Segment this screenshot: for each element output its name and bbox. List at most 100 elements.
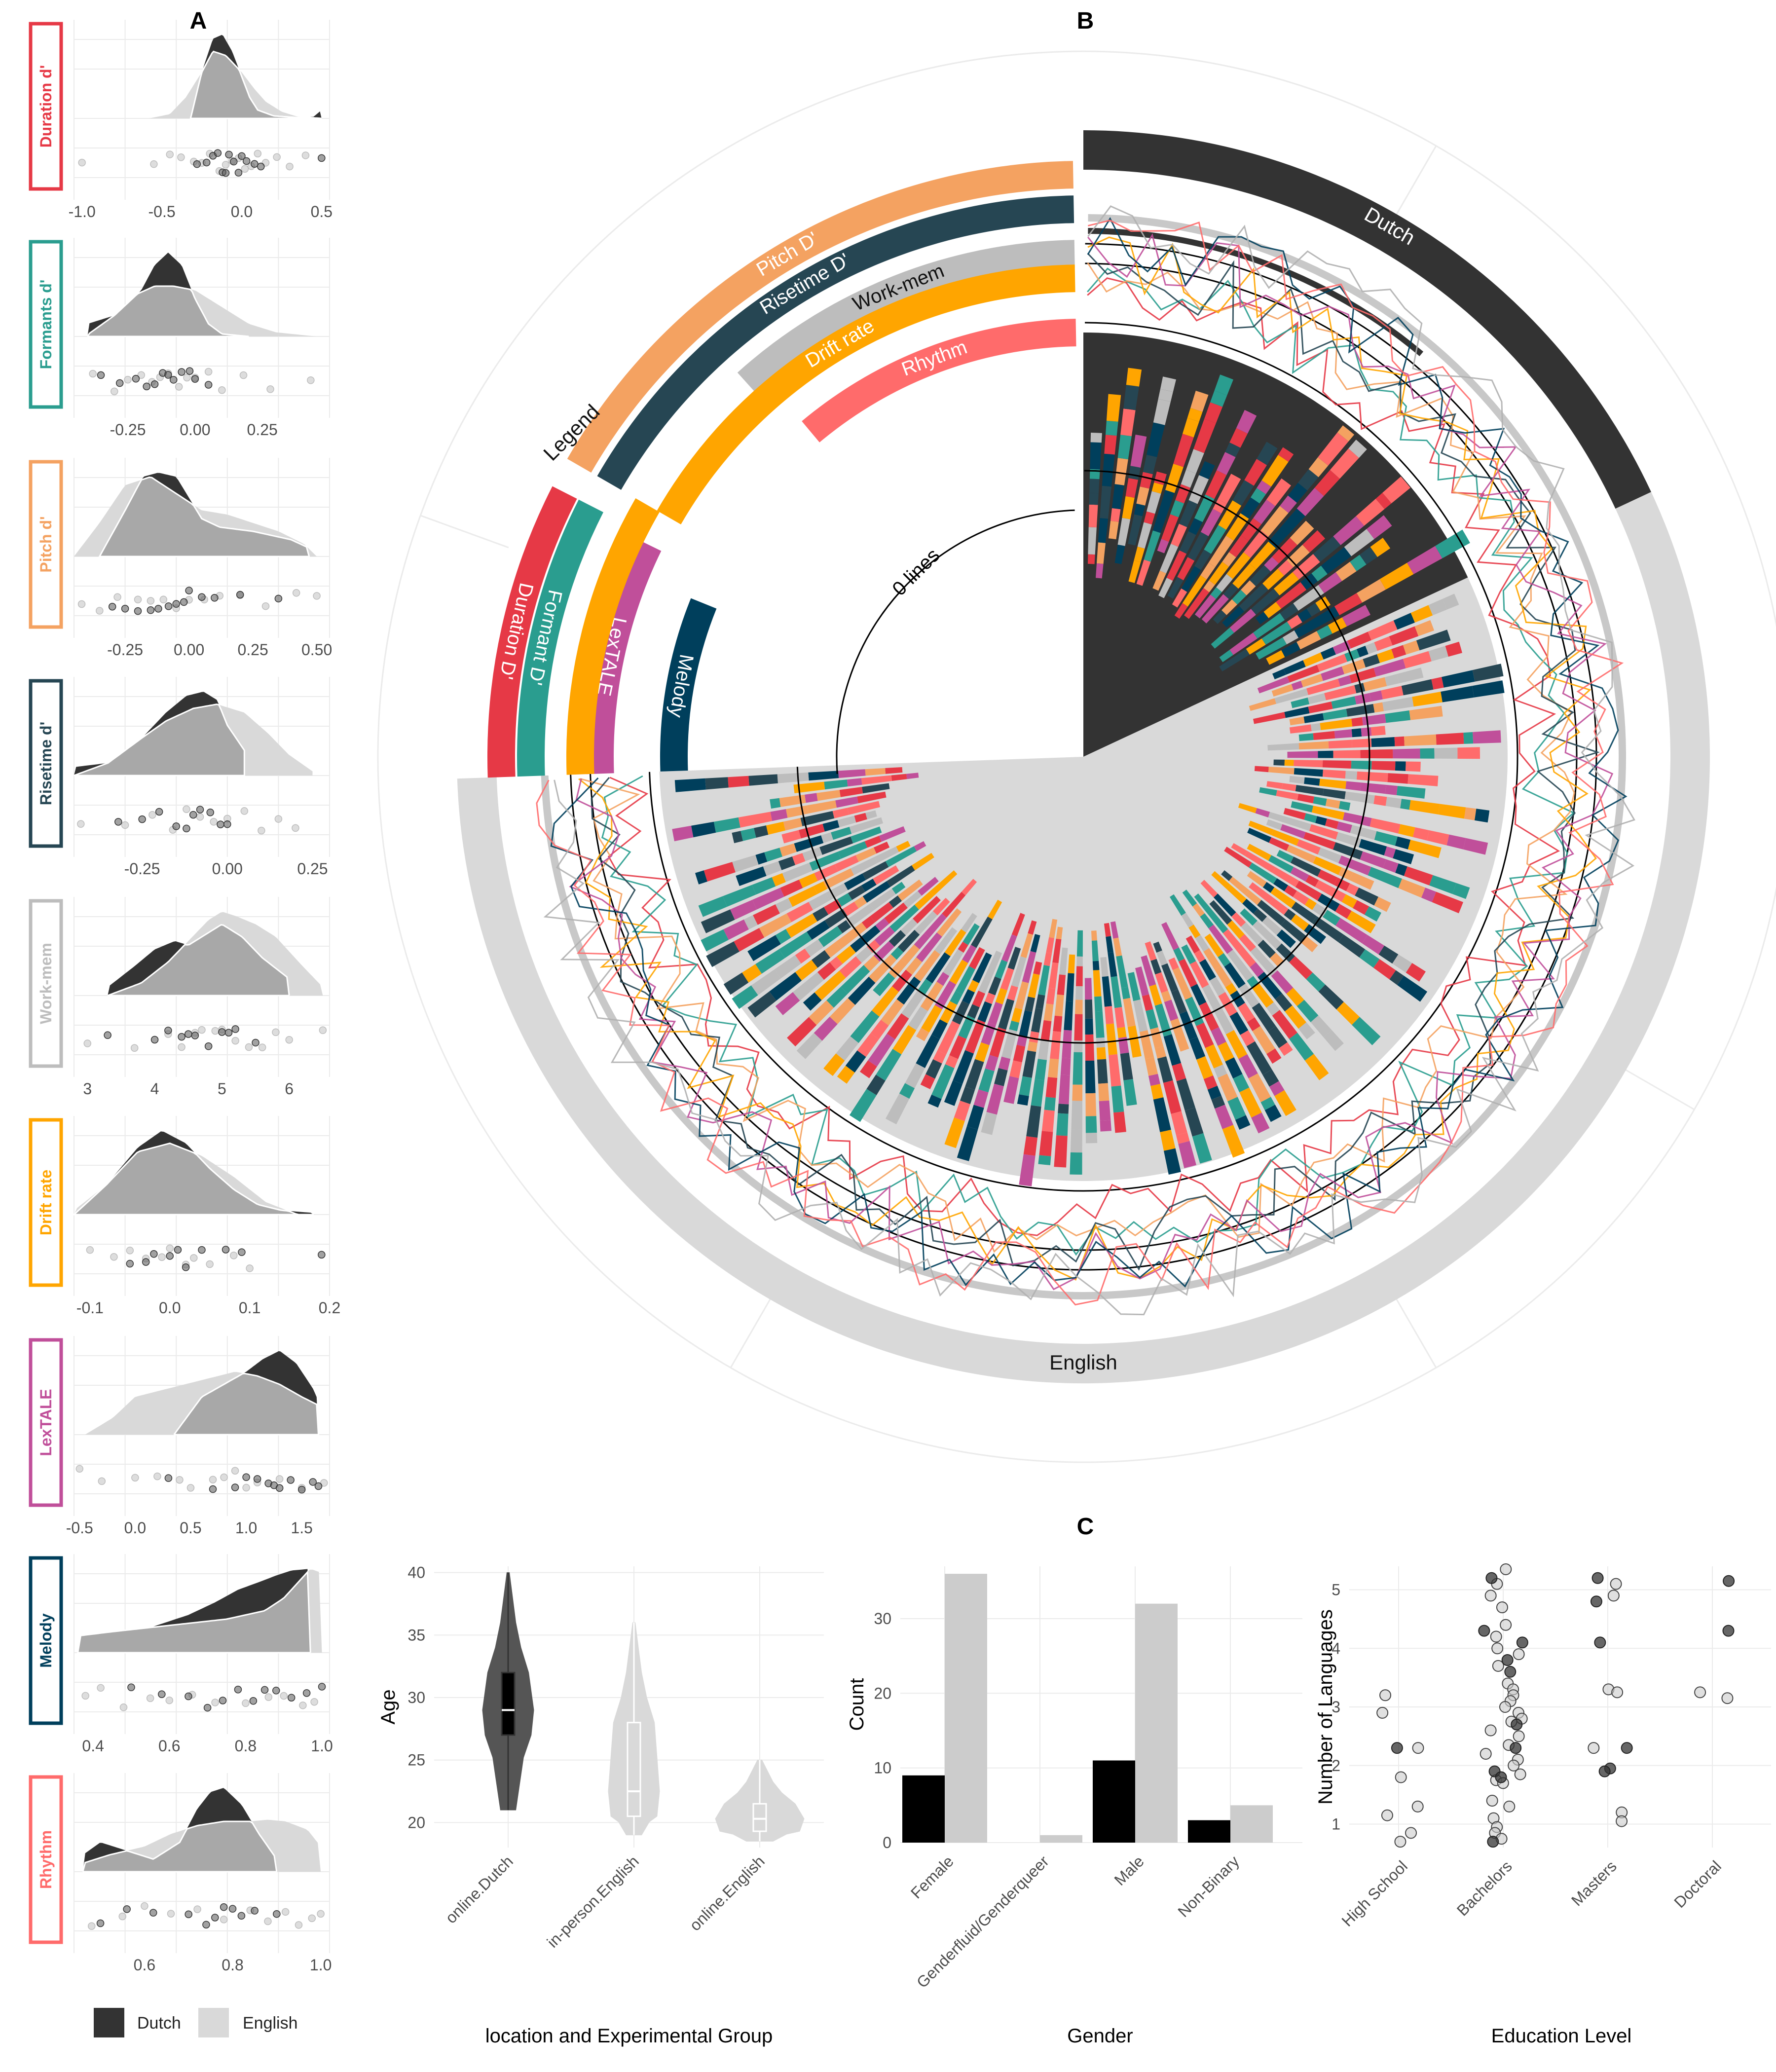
radial-bar-segment	[1238, 983, 1259, 1008]
radial-bar-segment	[1406, 963, 1426, 982]
radial-bar-segment	[1110, 508, 1121, 522]
radial-bar-segment	[901, 944, 920, 964]
radial-bar-segment	[944, 1080, 962, 1106]
scatter-point-dutch	[1722, 1625, 1735, 1637]
scatter-point-dutch	[1487, 1836, 1499, 1848]
scatter-point-english	[1588, 1742, 1600, 1754]
english-point	[280, 1692, 288, 1700]
radial-bar-segment	[1279, 508, 1305, 536]
english-point	[258, 826, 265, 835]
radial-bar-segment	[1371, 761, 1396, 771]
radial-bar-segment	[723, 972, 749, 995]
english-point	[166, 1244, 174, 1253]
radial-bar-segment	[1244, 851, 1276, 873]
radial-bar-segment	[1463, 732, 1474, 744]
radial-bar-segment	[1182, 889, 1197, 907]
radial-bar-segment	[1301, 936, 1318, 953]
x-tick-label: High School	[1338, 1857, 1410, 1929]
radial-bar-segment	[1199, 461, 1215, 480]
radial-bar-segment	[1378, 945, 1399, 964]
radial-bar-segment	[1341, 894, 1357, 908]
radial-bar-segment	[1295, 785, 1324, 796]
dutch-point	[164, 371, 172, 379]
radial-bar-segment	[1205, 470, 1227, 499]
radial-bar-segment	[812, 950, 831, 968]
dutch-point	[249, 1697, 258, 1705]
legend-arc	[802, 319, 1076, 443]
radial-bar-segment	[1109, 520, 1119, 540]
radial-bar-segment	[1022, 951, 1036, 983]
english-point	[239, 371, 248, 379]
radial-bar-segment	[1112, 484, 1124, 510]
radial-bar-segment	[961, 879, 977, 895]
radial-bar-segment	[1432, 891, 1463, 914]
radial-bar-segment	[891, 774, 907, 781]
radial-bar-segment	[1117, 1027, 1127, 1038]
radial-bar-segment	[1297, 608, 1312, 623]
dutch-point	[198, 593, 206, 601]
radial-bar-segment	[1011, 1007, 1023, 1023]
radial-bar-segment	[835, 796, 858, 808]
radial-bar-segment	[1102, 976, 1112, 1007]
radial-bar-segment	[1338, 867, 1353, 880]
english-point	[134, 595, 142, 604]
radial-bar-segment	[1085, 1060, 1096, 1094]
radial-bar-segment	[1104, 1006, 1114, 1025]
radial-bar-segment	[1304, 924, 1327, 944]
participant-score-line	[536, 220, 1624, 1306]
radial-bar-segment	[1174, 603, 1188, 619]
dutch-point	[314, 1482, 323, 1490]
radial-bar-segment	[1262, 882, 1275, 893]
measure-label: Rhythm	[37, 1830, 55, 1889]
english-point	[111, 387, 118, 396]
overlap-density-area	[107, 924, 290, 997]
radial-bar-segment	[1420, 748, 1435, 759]
radial-bar-segment	[1204, 402, 1222, 423]
dutch-point	[185, 367, 194, 375]
radial-bar-segment	[1057, 974, 1066, 996]
radial-bar-segment	[967, 1004, 980, 1019]
radial-bar-segment	[1155, 972, 1168, 993]
scatter-point-english	[1508, 1759, 1520, 1772]
y-tick-label: 3	[1332, 1698, 1340, 1716]
radial-bar-segment	[1434, 747, 1458, 759]
radial-bar-segment	[888, 959, 907, 978]
radial-bar-segment	[1054, 1135, 1068, 1168]
radial-bar-segment	[1200, 562, 1216, 580]
english-point	[273, 153, 281, 161]
radial-bar-segment	[1259, 787, 1277, 796]
dutch-point	[272, 1687, 280, 1695]
radial-bar-segment	[1017, 1094, 1029, 1106]
english-point	[146, 1694, 154, 1702]
radial-bar-segment	[1258, 939, 1276, 959]
x-tick-label: 0.25	[297, 860, 328, 878]
radial-bar-segment	[1442, 593, 1459, 610]
radial-bar-segment	[1295, 881, 1322, 901]
english-point	[165, 1696, 174, 1704]
radial-bar-segment	[953, 1050, 974, 1084]
radial-bar-segment	[961, 913, 977, 933]
radial-bar-segment	[1217, 452, 1236, 475]
radial-bar-segment	[1357, 579, 1386, 603]
radial-bar-segment	[916, 1028, 929, 1041]
polar-gridline	[377, 50, 1776, 1463]
radial-bar-segment	[1056, 926, 1063, 940]
dutch-point	[185, 587, 193, 594]
radial-bar-segment	[1404, 866, 1433, 886]
dutch-point	[142, 1258, 150, 1266]
radial-bar-segment	[1179, 500, 1198, 527]
bar-english	[1040, 1835, 1082, 1843]
radial-bar-segment	[778, 931, 812, 959]
radial-bar-segment	[885, 767, 903, 774]
dutch-point	[183, 824, 190, 833]
radial-bar-segment	[754, 825, 769, 838]
radial-bar-segment	[1475, 809, 1490, 823]
radial-bar-segment	[1395, 761, 1406, 771]
radial-bar-segment	[995, 960, 1008, 979]
radial-bar-segment	[1438, 804, 1466, 819]
radial-bar-segment	[1100, 1120, 1111, 1132]
radial-bar-segment	[1113, 1111, 1126, 1133]
radial-bar-segment	[1157, 1056, 1173, 1083]
radial-bar-segment	[1429, 875, 1456, 894]
radial-bar-segment	[1257, 676, 1290, 694]
